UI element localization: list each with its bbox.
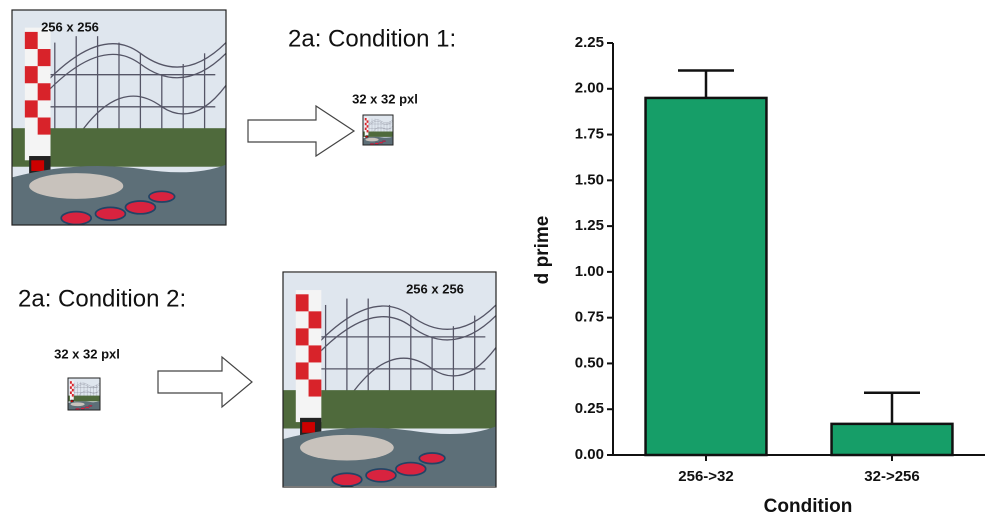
y-tick-label: 2.00: [575, 80, 604, 97]
condition-heading: 2a: Condition 1:: [288, 25, 456, 52]
image-label: 32 x 32 pxl: [352, 91, 418, 106]
y-tick-label: 1.75: [575, 126, 604, 143]
y-tick-label: 1.00: [575, 263, 604, 280]
y-tick-label: 1.50: [575, 171, 604, 188]
image-label: 256 x 256: [406, 281, 464, 296]
arrow: [247, 104, 356, 158]
image-label: 32 x 32 pxl: [54, 346, 120, 361]
bar: [644, 96, 768, 457]
arrow: [157, 355, 253, 409]
y-tick-label: 0.50: [575, 354, 604, 371]
y-tick-label: 0.25: [575, 400, 604, 417]
x-tick-label: 32->256: [864, 468, 919, 485]
y-tick-label: 0.00: [575, 446, 604, 463]
y-tick-label: 0.75: [575, 309, 604, 326]
x-axis-title: Condition: [764, 496, 853, 517]
y-axis-title: d prime: [532, 216, 553, 285]
y-tick-label: 1.25: [575, 217, 604, 234]
condition-heading: 2a: Condition 2:: [18, 285, 186, 312]
image-label: 256 x 256: [41, 19, 99, 34]
y-tick-label: 2.25: [575, 34, 604, 51]
bar: [830, 422, 954, 457]
bar-chart: d prime Condition 0.00 0.25 0.50 0.75 1.00 1.…: [532, 34, 985, 517]
x-tick-label: 256->32: [678, 468, 733, 485]
